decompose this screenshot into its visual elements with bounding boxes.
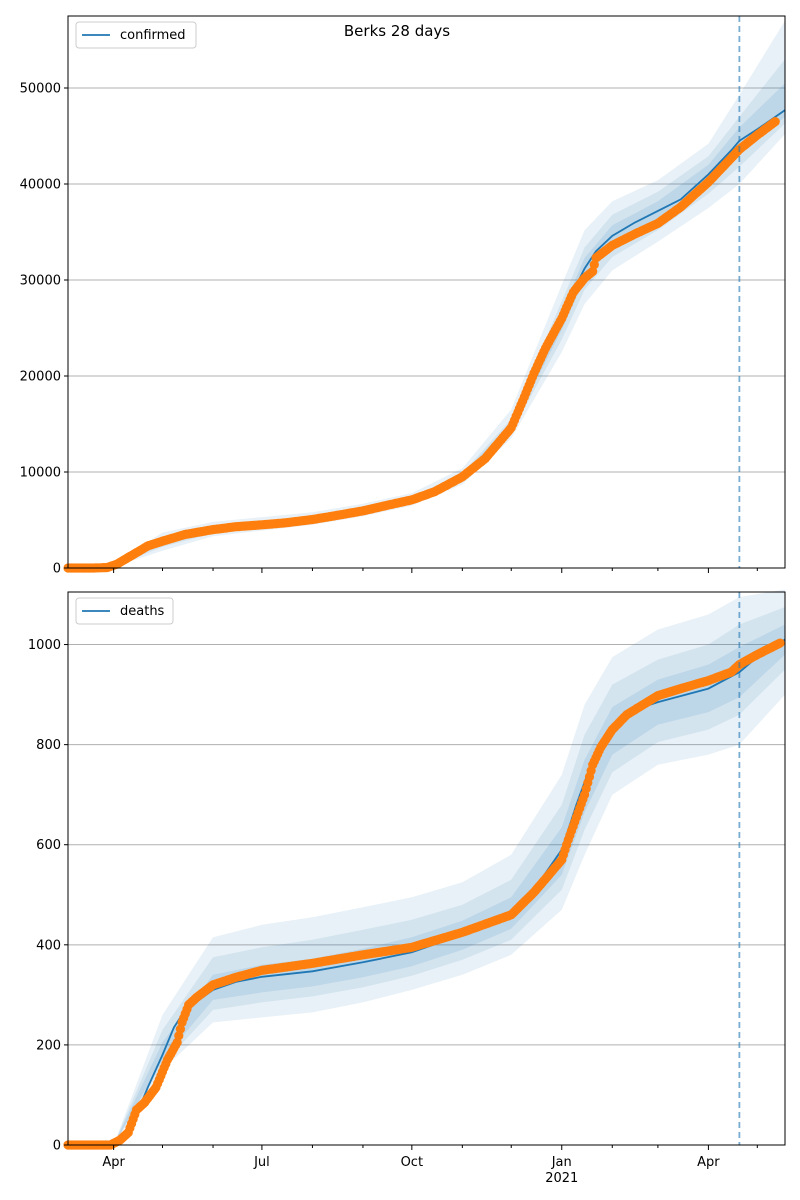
x-axis-labels: Apr Jul Oct Jan Apr 2021 — [102, 1155, 720, 1186]
legend: deaths — [75, 597, 174, 625]
y-tick-label: 200 — [36, 1038, 61, 1053]
legend-label: confirmed — [120, 28, 186, 43]
confirmed-panel: 0 10000 20000 30000 40000 50000 confirmed — [20, 15, 786, 577]
observed-point — [770, 117, 780, 127]
y-tick-label: 50000 — [20, 82, 61, 97]
y-tick-label: 30000 — [20, 274, 61, 289]
y-tick-label: 800 — [36, 738, 61, 753]
y-tick-label: 600 — [36, 838, 61, 853]
x-tick-label: Apr — [102, 1155, 125, 1170]
legend-box — [75, 21, 197, 49]
y-tick-label: 400 — [36, 938, 61, 953]
x-tick-label: Jan — [551, 1155, 572, 1170]
x-tick-label: Oct — [401, 1155, 423, 1170]
legend-box — [75, 597, 174, 625]
confidence-band-inner — [68, 624, 785, 1145]
x-tick-label: Jul — [253, 1155, 270, 1170]
y-tick-label: 0 — [53, 562, 61, 577]
x-tick-label: Apr — [697, 1155, 720, 1170]
observed-point — [775, 638, 785, 648]
figure-title: Berks 28 days — [344, 22, 450, 40]
observed-points — [63, 638, 785, 1150]
axes-frame — [67, 15, 786, 569]
y-tick-label: 20000 — [20, 370, 61, 385]
deaths-panel: 0 200 400 600 800 1000 deaths — [28, 589, 786, 1154]
y-tick-label: 10000 — [20, 466, 61, 481]
confidence-band-outer — [68, 589, 785, 1145]
observed-points — [63, 117, 780, 573]
legend: confirmed — [75, 21, 197, 49]
legend-label: deaths — [120, 604, 165, 619]
y-tick-label: 0 — [53, 1139, 61, 1154]
y-tick-label: 1000 — [28, 638, 61, 653]
axes-frame — [67, 591, 786, 1146]
x-year-label: 2021 — [545, 1171, 578, 1186]
y-tick-label: 40000 — [20, 178, 61, 193]
